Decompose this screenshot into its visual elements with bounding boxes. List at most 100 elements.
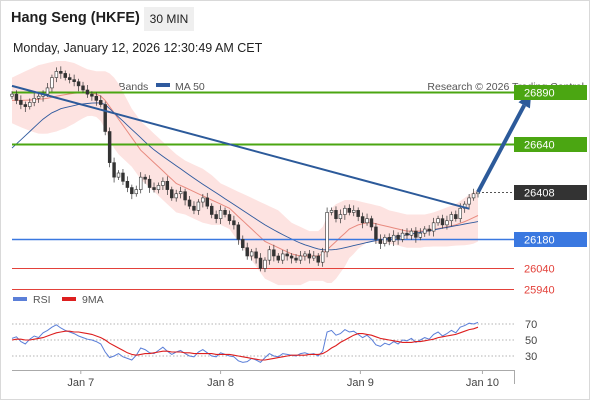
candle-body xyxy=(418,232,423,238)
candle-body xyxy=(116,172,121,178)
candle-body xyxy=(14,93,19,101)
candle-body xyxy=(67,77,72,80)
candle-body xyxy=(312,255,316,259)
candle-body xyxy=(223,210,227,215)
candle xyxy=(54,67,59,83)
x-tick-label: Jan 10 xyxy=(466,377,499,389)
candle xyxy=(138,172,143,194)
candle-body xyxy=(209,205,214,215)
candle xyxy=(183,188,187,206)
candle-body xyxy=(81,85,85,91)
rsi-tick-label: 70 xyxy=(525,319,537,331)
x-tick-label: Jan 9 xyxy=(347,377,374,389)
candle xyxy=(76,78,81,92)
candle-body xyxy=(130,187,134,195)
rsi-tick-label: 50 xyxy=(525,335,537,347)
candle-body xyxy=(63,73,67,78)
candle xyxy=(449,211,454,227)
candle xyxy=(134,185,138,197)
candle xyxy=(85,85,90,98)
candle-body xyxy=(72,79,76,82)
candle xyxy=(431,217,436,237)
candle xyxy=(312,251,316,261)
candle-body xyxy=(436,218,440,224)
candle xyxy=(107,127,112,168)
candle xyxy=(383,234,387,247)
candle-body xyxy=(316,255,320,263)
candle-body xyxy=(36,95,41,99)
candle-body xyxy=(285,253,289,257)
candle xyxy=(218,205,223,225)
candle xyxy=(116,170,121,181)
candle xyxy=(276,253,281,264)
candle-body xyxy=(276,255,281,261)
candle-body xyxy=(205,197,209,207)
candle-body xyxy=(85,89,90,95)
candle-body xyxy=(121,172,125,182)
instrument-title: Hang Seng (HKFE) xyxy=(11,10,140,26)
support-tag-label-26180: 26180 xyxy=(524,235,555,247)
candle xyxy=(50,74,54,92)
ma50-legend-swatch xyxy=(156,83,170,87)
candle-body xyxy=(347,207,352,213)
candle-body xyxy=(281,253,285,261)
candle-body xyxy=(165,181,170,190)
candle xyxy=(205,192,209,210)
candle-body xyxy=(303,253,307,257)
candle-body xyxy=(90,93,94,97)
candle-body xyxy=(138,176,143,190)
candle xyxy=(94,92,99,106)
timeframe-button[interactable]: 30 MIN xyxy=(144,7,194,31)
rsi-tick-label: 30 xyxy=(525,351,537,363)
support-tag-26180 xyxy=(514,232,587,247)
candle xyxy=(36,93,41,103)
candle xyxy=(329,207,334,216)
candle xyxy=(170,186,174,201)
candle xyxy=(19,95,23,110)
candle-body xyxy=(54,71,59,78)
candle-body xyxy=(236,224,241,240)
candle-body xyxy=(99,100,103,105)
candle-body xyxy=(50,77,54,89)
candle xyxy=(396,232,400,245)
candle xyxy=(347,204,352,216)
candle xyxy=(112,157,116,183)
candle xyxy=(258,253,263,272)
candle-body xyxy=(369,218,374,228)
candle xyxy=(174,189,178,202)
candle xyxy=(378,234,383,249)
candle xyxy=(338,209,343,224)
candle-body xyxy=(59,71,63,74)
candle-body xyxy=(227,214,232,222)
x-tick-label: Jan 7 xyxy=(67,377,94,389)
candle-body xyxy=(320,251,325,263)
candle xyxy=(294,254,298,264)
current-price-tag xyxy=(514,185,587,200)
candle-body xyxy=(187,199,192,207)
current-price-label: 26408 xyxy=(524,188,555,200)
candle-body xyxy=(325,212,329,253)
candle xyxy=(227,210,232,225)
candle xyxy=(289,253,294,264)
candle xyxy=(72,74,76,87)
candle xyxy=(334,206,338,223)
candle-body xyxy=(471,193,476,199)
candle xyxy=(187,196,192,210)
downtrend-line xyxy=(11,84,470,210)
candle-body xyxy=(454,214,458,219)
candle-body xyxy=(427,228,431,232)
candle xyxy=(467,193,471,210)
rsi-legend-swatch xyxy=(13,297,27,301)
candle-body xyxy=(28,102,32,107)
candle xyxy=(147,175,152,193)
target-label-25940: 25940 xyxy=(524,285,555,297)
candle xyxy=(232,215,236,230)
candle xyxy=(360,212,365,229)
candle xyxy=(10,91,14,100)
target-label-26040: 26040 xyxy=(524,264,555,276)
candle xyxy=(267,245,272,265)
candle-body xyxy=(391,234,396,242)
candle-body xyxy=(254,251,258,259)
candle xyxy=(369,215,374,231)
ma50-legend-label: MA 50 xyxy=(175,81,205,93)
